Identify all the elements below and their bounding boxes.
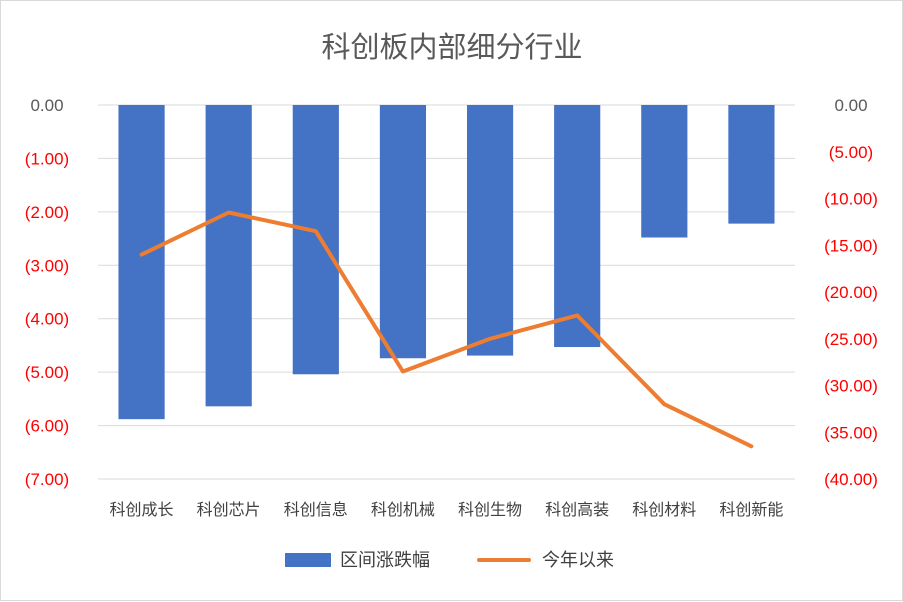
left-tick-label-0: 0.00 xyxy=(30,96,63,115)
category-label-2: 科创信息 xyxy=(284,500,348,519)
chart-title: 科创板内部细分行业 xyxy=(321,30,582,64)
category-label-7: 科创新能 xyxy=(719,500,783,519)
bar-4 xyxy=(467,105,513,356)
right-tick-label-1: (5.00) xyxy=(829,143,873,162)
right-axis-ticks: 0.00 (5.00) (10.00) (15.00) (20.00) (25.00) (3… xyxy=(824,96,878,489)
category-label-4: 科创生物 xyxy=(458,500,522,519)
left-tick-label-5: (5.00) xyxy=(25,363,69,382)
right-tick-label-3: (15.00) xyxy=(824,236,878,255)
left-tick-label-6: (6.00) xyxy=(25,417,69,436)
left-tick-label-7: (7.00) xyxy=(25,470,69,489)
gridlines xyxy=(98,105,795,479)
right-tick-label-2: (10.00) xyxy=(824,190,878,209)
category-label-3: 科创机械 xyxy=(371,500,435,519)
legend-bar-swatch xyxy=(285,553,331,567)
bar-3 xyxy=(380,105,426,358)
bar-7 xyxy=(728,105,774,224)
left-tick-label-2: (2.00) xyxy=(25,203,69,222)
left-tick-label-4: (4.00) xyxy=(25,310,69,329)
legend: 区间涨跌幅 今年以来 xyxy=(285,550,614,571)
bar-5 xyxy=(554,105,600,347)
right-tick-label-0: 0.00 xyxy=(834,96,867,115)
right-tick-label-6: (30.00) xyxy=(824,377,878,396)
category-label-1: 科创芯片 xyxy=(197,500,261,519)
right-tick-label-7: (35.00) xyxy=(824,423,878,442)
category-label-5: 科创高装 xyxy=(545,500,609,519)
bar-0 xyxy=(118,105,164,419)
category-axis-labels: 科创成长 科创芯片 科创信息 科创机械 科创生物 科创高装 科创材料 科创新能 xyxy=(110,500,784,519)
bar-6 xyxy=(641,105,687,238)
left-tick-label-3: (3.00) xyxy=(25,256,69,275)
bar-1 xyxy=(206,105,252,406)
category-label-0: 科创成长 xyxy=(110,500,174,519)
legend-line-label: 今年以来 xyxy=(542,550,614,571)
left-tick-label-1: (1.00) xyxy=(25,149,69,168)
legend-bar-label: 区间涨跌幅 xyxy=(340,550,430,571)
left-axis-ticks: 0.00 (1.00) (2.00) (3.00) (4.00) (5.00) (6.00)… xyxy=(25,96,69,489)
bar-2 xyxy=(293,105,339,374)
category-label-6: 科创材料 xyxy=(632,500,696,519)
right-tick-label-5: (25.00) xyxy=(824,330,878,349)
right-tick-label-4: (20.00) xyxy=(824,283,878,302)
right-tick-label-8: (40.00) xyxy=(824,470,878,489)
